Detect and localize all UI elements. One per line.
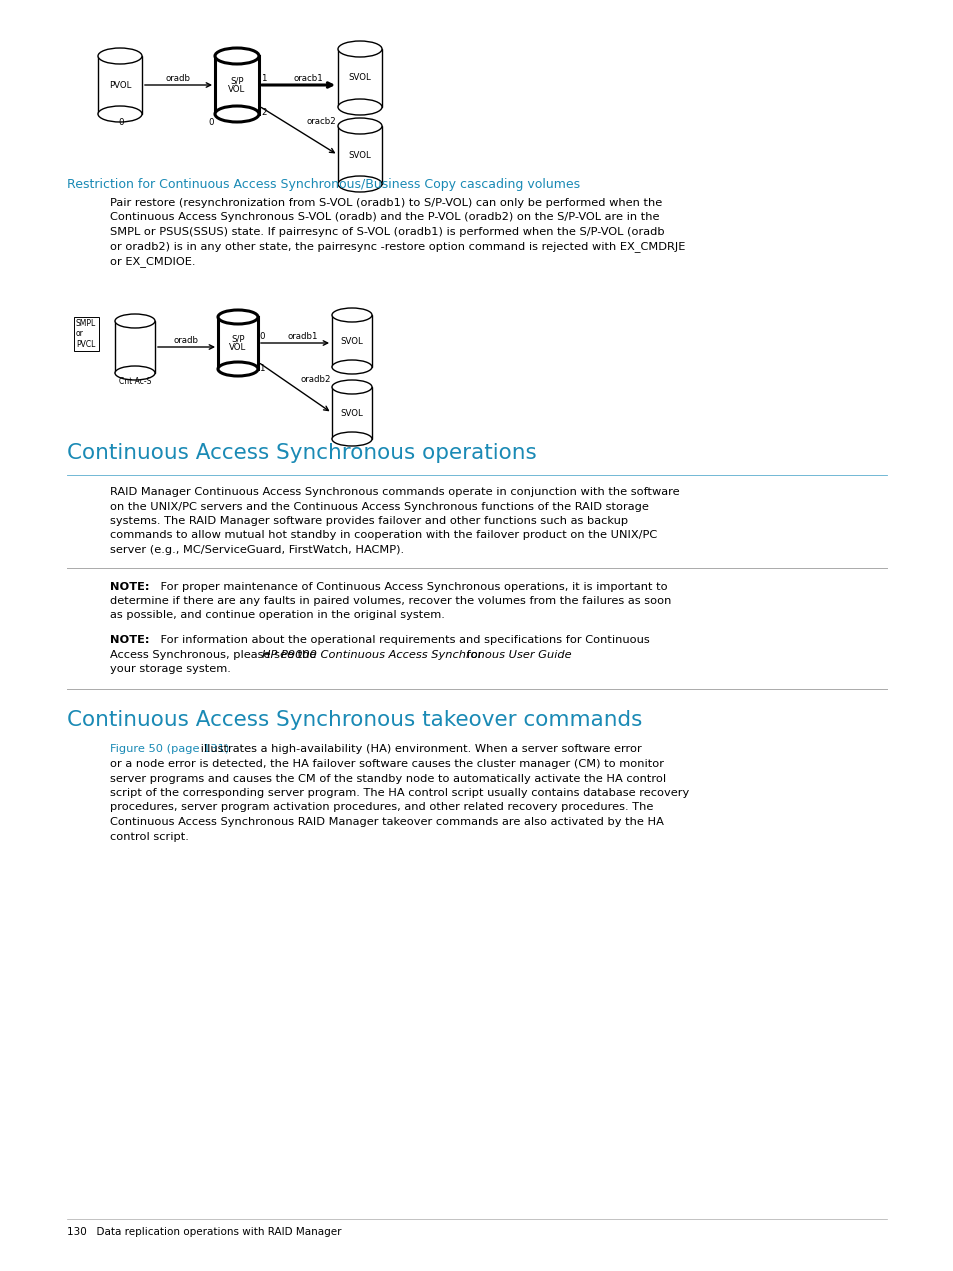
Text: VOL: VOL bbox=[229, 343, 247, 352]
Text: oradb2: oradb2 bbox=[301, 375, 331, 384]
Text: Restriction for Continuous Access Synchronous/Business Copy cascading volumes: Restriction for Continuous Access Synchr… bbox=[67, 178, 579, 191]
Text: SMPL or PSUS(SSUS) state. If pairresync of S-VOL (oradb1) is performed when the : SMPL or PSUS(SSUS) state. If pairresync … bbox=[110, 228, 664, 236]
Ellipse shape bbox=[218, 310, 257, 324]
Text: Cnt Ac-S: Cnt Ac-S bbox=[119, 377, 151, 386]
Ellipse shape bbox=[332, 432, 372, 446]
Text: procedures, server program activation procedures, and other related recovery pro: procedures, server program activation pr… bbox=[110, 802, 653, 812]
Text: HP P9000 Continuous Access Synchronous User Guide: HP P9000 Continuous Access Synchronous U… bbox=[262, 649, 571, 660]
Ellipse shape bbox=[98, 105, 142, 122]
Ellipse shape bbox=[218, 362, 257, 376]
Text: Continuous Access Synchronous S-VOL (oradb) and the P-VOL (oradb2) on the S/P-VO: Continuous Access Synchronous S-VOL (ora… bbox=[110, 212, 659, 222]
Text: Access Synchronous, please see the: Access Synchronous, please see the bbox=[110, 649, 319, 660]
Text: NOTE:: NOTE: bbox=[110, 582, 150, 591]
Polygon shape bbox=[98, 56, 142, 114]
Text: For proper maintenance of Continuous Access Synchronous operations, it is import: For proper maintenance of Continuous Acc… bbox=[146, 582, 667, 591]
Text: Continuous Access Synchronous takeover commands: Continuous Access Synchronous takeover c… bbox=[67, 710, 641, 731]
Text: 1: 1 bbox=[261, 74, 266, 83]
Text: NOTE:: NOTE: bbox=[110, 636, 150, 644]
Text: SVOL: SVOL bbox=[340, 337, 363, 346]
Polygon shape bbox=[218, 316, 257, 369]
Text: oradb: oradb bbox=[166, 74, 191, 83]
Ellipse shape bbox=[337, 118, 381, 133]
Text: VOL: VOL bbox=[228, 85, 245, 94]
Ellipse shape bbox=[214, 48, 258, 64]
Text: SVOL: SVOL bbox=[340, 408, 363, 417]
Text: for: for bbox=[462, 649, 482, 660]
Text: commands to allow mutual hot standby in cooperation with the failover product on: commands to allow mutual hot standby in … bbox=[110, 530, 657, 540]
Polygon shape bbox=[115, 322, 154, 372]
Ellipse shape bbox=[332, 308, 372, 322]
Ellipse shape bbox=[98, 48, 142, 64]
Text: 0: 0 bbox=[258, 332, 264, 341]
Text: server programs and causes the CM of the standby node to automatically activate : server programs and causes the CM of the… bbox=[110, 774, 665, 783]
Ellipse shape bbox=[332, 380, 372, 394]
Text: or oradb2) is in any other state, the pairresync -restore option command is reje: or oradb2) is in any other state, the pa… bbox=[110, 241, 684, 253]
Text: as possible, and continue operation in the original system.: as possible, and continue operation in t… bbox=[110, 610, 444, 620]
Text: RAID Manager Continuous Access Synchronous commands operate in conjunction with : RAID Manager Continuous Access Synchrono… bbox=[110, 487, 679, 497]
Polygon shape bbox=[332, 386, 372, 438]
Text: 2: 2 bbox=[261, 108, 266, 117]
Polygon shape bbox=[337, 126, 381, 184]
Text: SVOL: SVOL bbox=[348, 150, 371, 159]
Text: script of the corresponding server program. The HA control script usually contai: script of the corresponding server progr… bbox=[110, 788, 688, 798]
Text: Continuous Access Synchronous operations: Continuous Access Synchronous operations bbox=[67, 444, 537, 463]
Text: PVOL: PVOL bbox=[109, 80, 132, 89]
Text: S/P: S/P bbox=[231, 334, 245, 343]
Ellipse shape bbox=[332, 360, 372, 374]
Text: SVOL: SVOL bbox=[348, 74, 371, 83]
Text: oracb1: oracb1 bbox=[294, 74, 323, 83]
Text: S/P: S/P bbox=[230, 76, 244, 85]
Text: oradb1: oradb1 bbox=[288, 332, 318, 341]
Text: control script.: control script. bbox=[110, 831, 189, 841]
Ellipse shape bbox=[337, 175, 381, 192]
Ellipse shape bbox=[115, 366, 154, 380]
Text: 1: 1 bbox=[258, 364, 264, 372]
Text: Pair restore (resynchronization from S-VOL (oradb1) to S/P-VOL) can only be perf: Pair restore (resynchronization from S-V… bbox=[110, 198, 661, 208]
Text: or EX_CMDIOE.: or EX_CMDIOE. bbox=[110, 255, 195, 267]
Text: systems. The RAID Manager software provides failover and other functions such as: systems. The RAID Manager software provi… bbox=[110, 516, 627, 526]
Text: your storage system.: your storage system. bbox=[110, 663, 231, 674]
Ellipse shape bbox=[337, 41, 381, 57]
Polygon shape bbox=[337, 50, 381, 107]
Ellipse shape bbox=[115, 314, 154, 328]
Text: SMPL
or
PVCL: SMPL or PVCL bbox=[76, 319, 96, 348]
Text: Continuous Access Synchronous RAID Manager takeover commands are also activated : Continuous Access Synchronous RAID Manag… bbox=[110, 817, 663, 827]
Polygon shape bbox=[332, 315, 372, 367]
Text: 130   Data replication operations with RAID Manager: 130 Data replication operations with RAI… bbox=[67, 1227, 341, 1237]
Text: illustrates a high-availability (HA) environment. When a server software error: illustrates a high-availability (HA) env… bbox=[196, 745, 641, 755]
Text: Figure 50 (page 131): Figure 50 (page 131) bbox=[110, 745, 229, 755]
Ellipse shape bbox=[337, 99, 381, 114]
Text: oracb2: oracb2 bbox=[306, 117, 335, 126]
Text: server (e.g., MC/ServiceGuard, FirstWatch, HACMP).: server (e.g., MC/ServiceGuard, FirstWatc… bbox=[110, 545, 404, 555]
Text: 0: 0 bbox=[118, 118, 124, 127]
Polygon shape bbox=[214, 56, 258, 114]
Text: oradb: oradb bbox=[173, 336, 199, 344]
Text: determine if there are any faults in paired volumes, recover the volumes from th: determine if there are any faults in pai… bbox=[110, 596, 671, 606]
Ellipse shape bbox=[214, 105, 258, 122]
Text: or a node error is detected, the HA failover software causes the cluster manager: or a node error is detected, the HA fail… bbox=[110, 759, 663, 769]
Text: on the UNIX/PC servers and the Continuous Access Synchronous functions of the RA: on the UNIX/PC servers and the Continuou… bbox=[110, 502, 648, 511]
Text: 0: 0 bbox=[209, 118, 213, 127]
Text: For information about the operational requirements and specifications for Contin: For information about the operational re… bbox=[146, 636, 649, 644]
